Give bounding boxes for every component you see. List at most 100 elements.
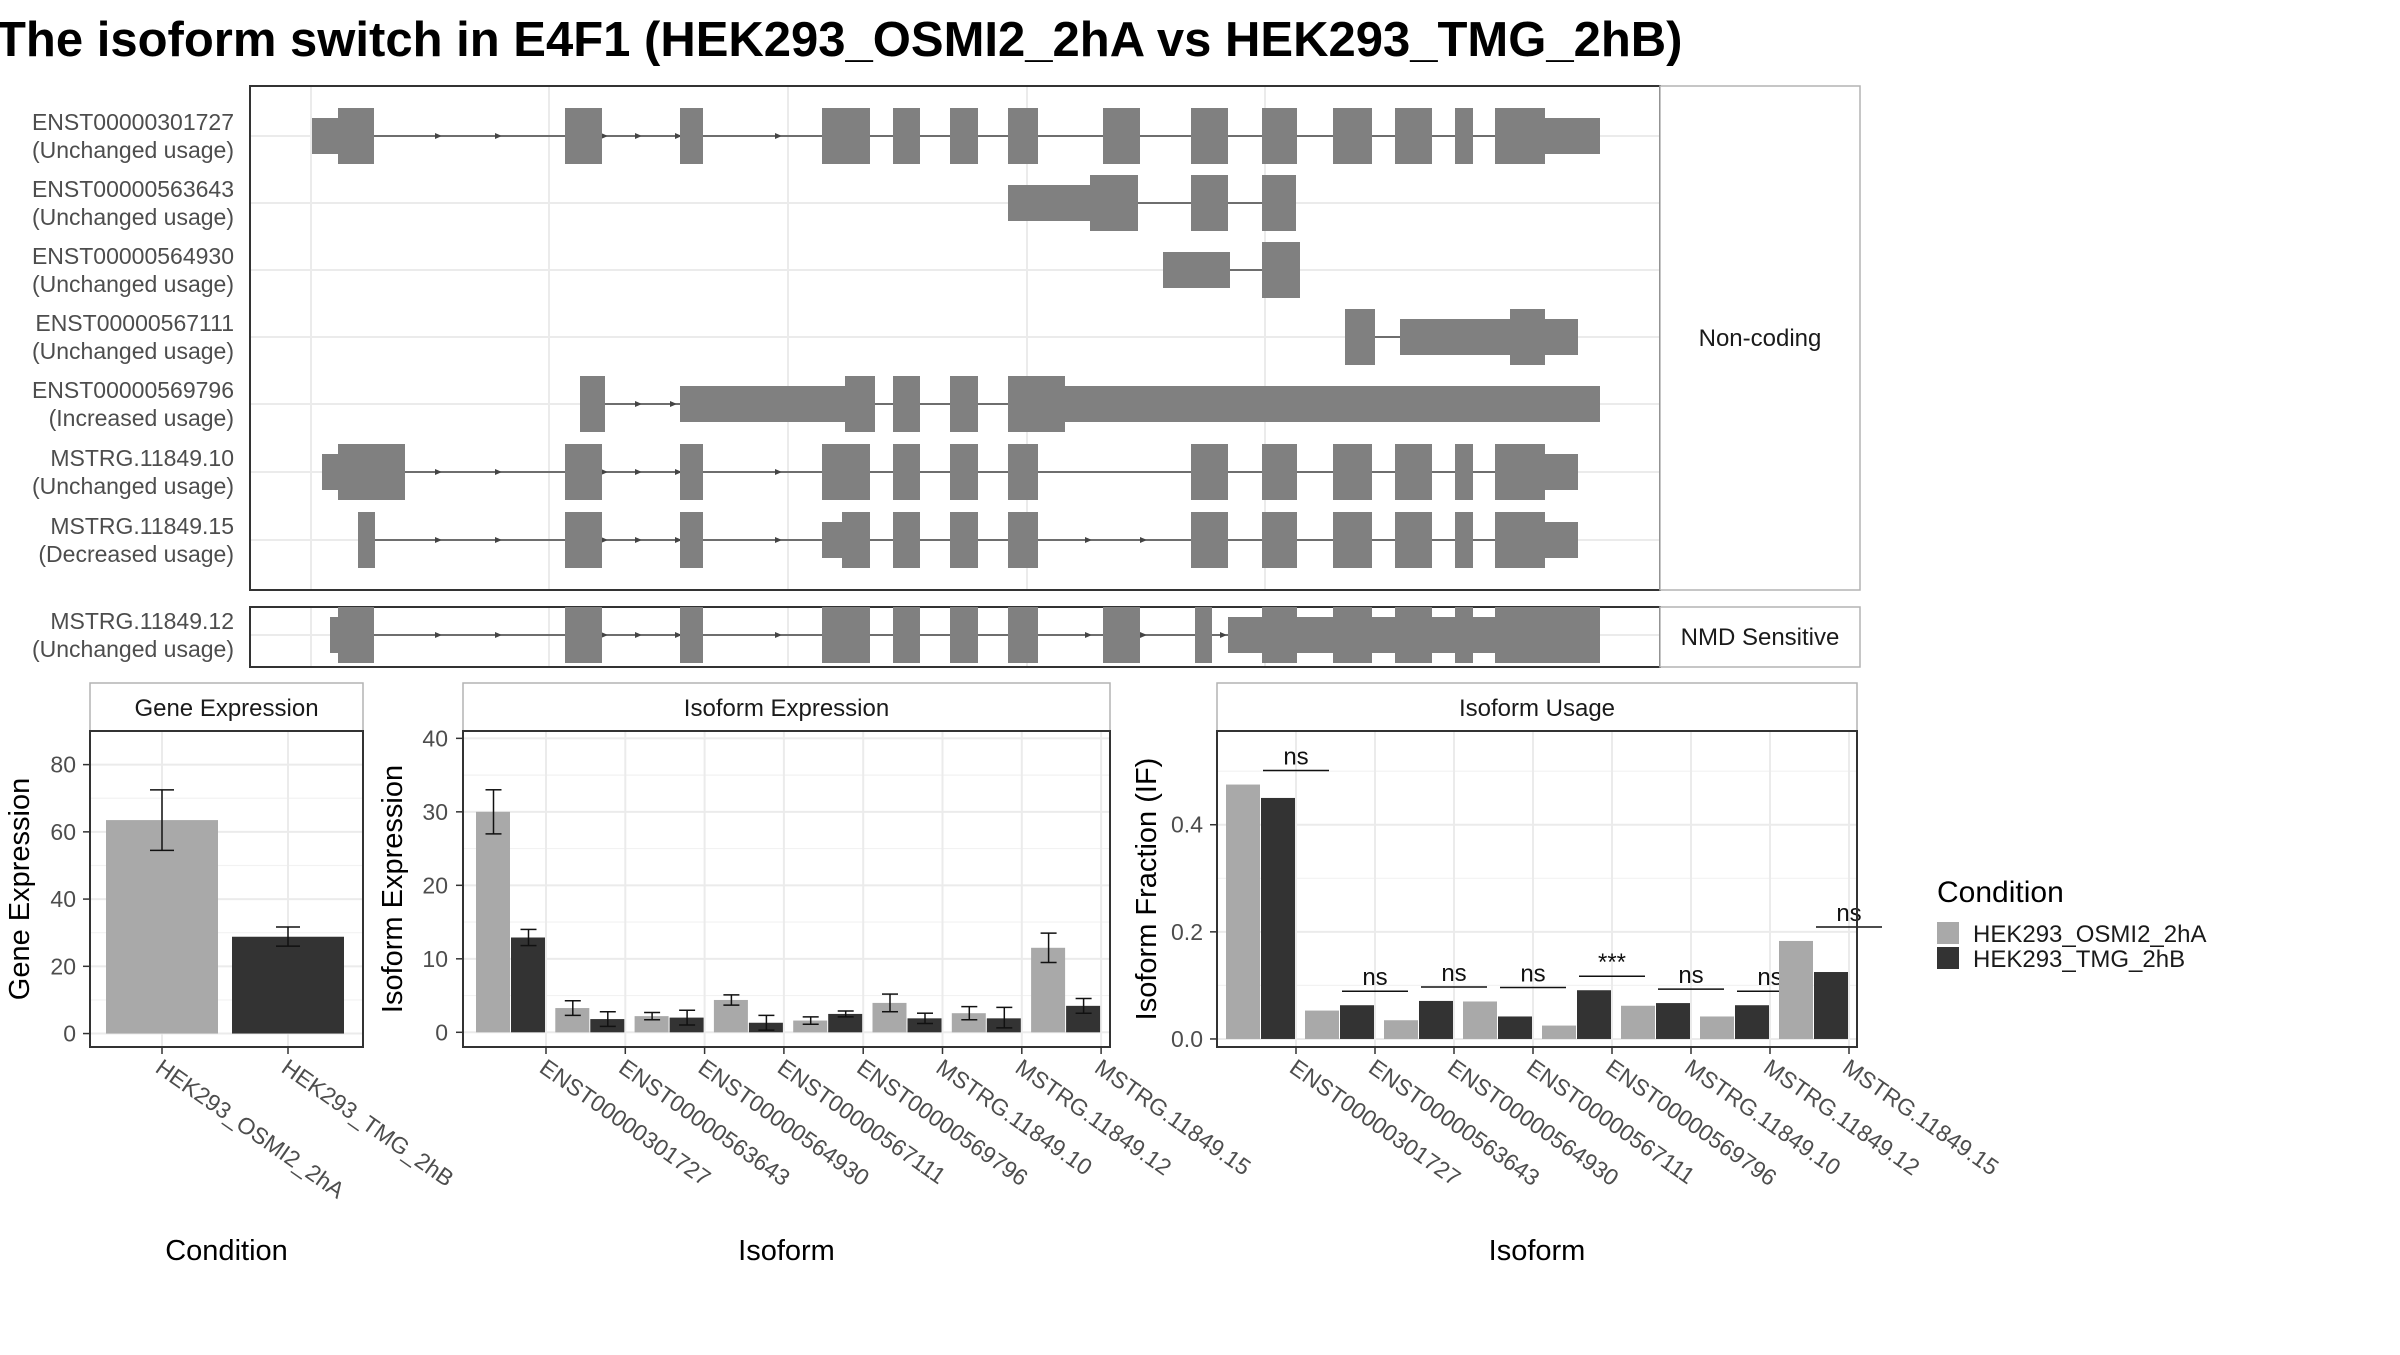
exon (1345, 309, 1375, 365)
strip-label: Gene Expression (134, 695, 318, 722)
y-tick-label: 30 (422, 799, 448, 825)
exon (1008, 376, 1065, 432)
significance-label: *** (1598, 949, 1626, 976)
y-tick-label: 0.4 (1171, 812, 1203, 838)
x-axis-title: Isoform (738, 1235, 835, 1267)
y-tick-label: 0 (435, 1019, 448, 1045)
utr-exon (1400, 319, 1510, 355)
exon (1333, 108, 1372, 164)
exon (338, 444, 405, 500)
direction-arrow (1140, 537, 1147, 543)
transcript-id: MSTRG.11849.10 (50, 445, 234, 471)
direction-arrow (1220, 632, 1227, 638)
exon (950, 108, 978, 164)
direction-arrow (1140, 632, 1147, 638)
direction-arrow (601, 469, 608, 475)
legend-label: HEK293_OSMI2_2hA (1973, 921, 2206, 948)
exon (1395, 607, 1432, 663)
bar (828, 1013, 863, 1033)
legend-label: HEK293_TMG_2hB (1973, 946, 2185, 973)
x-axis-title: Condition (165, 1235, 288, 1267)
direction-arrow (675, 469, 682, 475)
direction-arrow (495, 133, 502, 139)
significance-label: ns (1520, 960, 1545, 987)
exon (680, 607, 703, 663)
utr-exon (322, 454, 338, 490)
bar (1305, 1010, 1339, 1039)
transcript-row: MSTRG.11849.12(Unchanged usage) (32, 607, 1600, 663)
direction-arrow (495, 469, 502, 475)
exon (1191, 444, 1228, 500)
transcript-usage: (Decreased usage) (38, 541, 234, 567)
y-axis-title: Isoform Expression (377, 765, 409, 1013)
exon (1395, 444, 1432, 500)
exon (338, 108, 374, 164)
x-axis-title: Isoform (1489, 1235, 1586, 1267)
exon (822, 108, 870, 164)
transcript-row: MSTRG.11849.10(Unchanged usage) (32, 444, 1578, 500)
direction-arrow (675, 632, 682, 638)
group-strip-label: NMD Sensitive (1681, 624, 1840, 651)
exon (1510, 309, 1545, 365)
transcript-row: MSTRG.11849.15(Decreased usage) (38, 512, 1578, 568)
exon (1008, 108, 1038, 164)
exon (565, 512, 602, 568)
bar (1779, 940, 1813, 1039)
bar (1700, 1016, 1734, 1039)
transcript-usage: (Unchanged usage) (32, 473, 234, 499)
y-tick-label: 20 (50, 953, 76, 979)
exon (565, 444, 602, 500)
direction-arrow (435, 537, 442, 543)
direction-arrow (635, 133, 642, 139)
significance-label: ns (1757, 964, 1782, 991)
transcript-id: ENST00000564930 (32, 243, 234, 269)
exon (893, 444, 920, 500)
exon (1191, 512, 1228, 568)
transcript-row: ENST00000567111(Unchanged usage) (32, 309, 1578, 365)
significance-label: ns (1283, 744, 1308, 771)
significance-label: ns (1362, 964, 1387, 991)
exon (1008, 444, 1038, 500)
bar (1340, 1005, 1374, 1039)
bar (1814, 972, 1848, 1039)
exon (565, 108, 602, 164)
exon (358, 512, 375, 568)
exon (1455, 108, 1473, 164)
utr-exon (1545, 522, 1578, 558)
plot-panel-border (89, 730, 364, 1048)
bar (1621, 1005, 1655, 1039)
exon (1195, 607, 1212, 663)
direction-arrow (675, 537, 682, 543)
direction-arrow (675, 133, 682, 139)
significance-label: ns (1678, 962, 1703, 989)
plot-panel-border (462, 730, 1111, 1048)
direction-arrow (601, 632, 608, 638)
bar (1542, 1025, 1576, 1039)
exon (842, 512, 870, 568)
exon (1395, 108, 1432, 164)
transcript-usage: (Unchanged usage) (32, 137, 234, 163)
bar (1419, 1000, 1453, 1039)
direction-arrow (1085, 537, 1092, 543)
exon (822, 607, 870, 663)
exon (1262, 175, 1296, 231)
direction-arrow (495, 537, 502, 543)
direction-arrow (601, 537, 608, 543)
bar (1498, 1016, 1532, 1039)
exon (822, 444, 870, 500)
exon (1333, 512, 1372, 568)
bar (1735, 1005, 1769, 1039)
exon (845, 376, 875, 432)
figure-title: The isoform switch in E4F1 (HEK293_OSMI2… (0, 13, 1682, 67)
direction-arrow (775, 537, 782, 543)
legend-swatch (1937, 922, 1959, 944)
bar (1656, 1003, 1690, 1039)
bar (907, 1018, 942, 1033)
transcript-id: ENST00000567111 (35, 310, 234, 336)
utr-exon (1008, 185, 1090, 221)
transcript-usage: (Unchanged usage) (32, 338, 234, 364)
y-tick-label: 40 (422, 725, 448, 751)
plot-panel-border (1216, 730, 1858, 1048)
